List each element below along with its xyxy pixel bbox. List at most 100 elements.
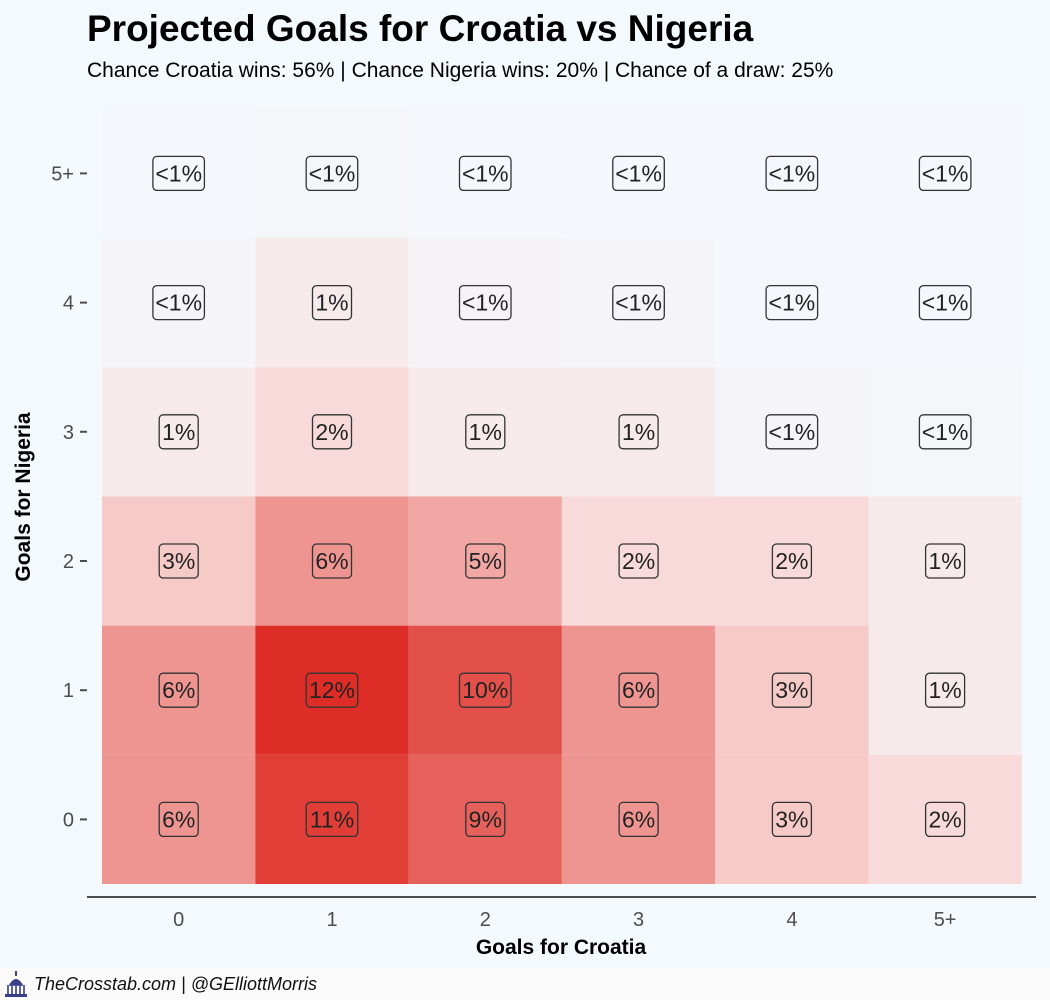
heatmap-cell	[102, 108, 256, 238]
cell-label-text: <1%	[155, 290, 202, 316]
y-tick-label: 3	[63, 422, 74, 444]
cell-label-box	[765, 155, 819, 192]
y-tick-label: 4	[63, 293, 74, 315]
cell-label-box	[458, 672, 512, 708]
cell-label-box	[305, 801, 359, 838]
heatmap-cell	[868, 367, 1022, 497]
cell-label-text: <1%	[769, 160, 816, 186]
cell-label: 5%	[465, 543, 506, 579]
heatmap-cell	[255, 108, 409, 238]
cell-label-box	[158, 801, 199, 838]
cell-label-text: 1%	[162, 419, 195, 445]
cell-labels: 6% 11% 9% 6% 3% 2% 6% 12% 10% 6% 3% 1% 3% 6% 5% 2% 2% 1% 1…	[152, 155, 972, 838]
heatmap-cell	[868, 754, 1022, 884]
cell-label-box	[152, 155, 206, 192]
chart-subtitle: Chance Croatia wins: 56% | Chance Nigeri…	[87, 59, 834, 82]
cell-label-text: 1%	[469, 419, 502, 445]
cell-label-text: 1%	[315, 290, 348, 316]
heatmap-cell	[102, 496, 256, 626]
cell-label-text: <1%	[922, 419, 969, 445]
cell-label: <1%	[458, 284, 512, 321]
cell-label-box	[465, 414, 506, 450]
cell-label-box	[305, 155, 359, 192]
cell-label-text: 2%	[775, 548, 808, 574]
cell-label: <1%	[612, 284, 665, 321]
cell-label-box	[305, 672, 359, 708]
cell-label: 1%	[465, 414, 506, 450]
cell-label-text: <1%	[769, 290, 816, 316]
cell-label-box	[158, 672, 199, 708]
footer: TheCrosstab.com | @GElliottMorris	[0, 968, 1050, 1000]
cell-label-box	[158, 543, 199, 579]
cell-label: 10%	[458, 672, 512, 708]
heatmap-cell	[408, 496, 562, 626]
heatmap-cell	[255, 625, 409, 755]
heatmap-cell	[255, 754, 409, 884]
y-tick-label: 2	[63, 551, 74, 573]
heatmap-cell	[255, 496, 409, 626]
cell-label: 2%	[311, 414, 353, 450]
cell-label: <1%	[918, 155, 972, 192]
cell-label: 6%	[158, 672, 199, 708]
cell-label-text: <1%	[615, 160, 662, 186]
y-tick-label: 1	[63, 680, 74, 702]
cell-label-box	[458, 155, 512, 192]
x-tick-label: 5+	[934, 909, 957, 931]
cell-label-text: 12%	[309, 677, 355, 703]
heatmap-cell	[102, 754, 256, 884]
cell-label-text: 11%	[310, 806, 354, 832]
cell-label: <1%	[765, 155, 819, 192]
cell-label-text: 1%	[622, 419, 655, 445]
heatmap-cell	[715, 625, 869, 755]
cell-label-text: <1%	[769, 419, 816, 445]
heatmap-cell	[715, 108, 869, 238]
cell-label-text: 6%	[315, 548, 348, 574]
cell-label-text: 2%	[315, 419, 348, 445]
cell-label-text: 5%	[469, 548, 502, 574]
cell-label-text: 6%	[162, 677, 195, 703]
y-tick-label: 0	[63, 809, 74, 831]
cell-label: 2%	[618, 543, 659, 579]
cell-label: <1%	[612, 155, 665, 192]
cell-label-text: 6%	[622, 806, 655, 832]
cell-label-text: <1%	[922, 290, 969, 316]
cell-label-text: <1%	[309, 160, 356, 186]
cell-label-box	[618, 801, 659, 838]
heatmap-cell	[102, 238, 256, 368]
cell-label-text: 3%	[775, 806, 808, 832]
heatmap-cell	[868, 108, 1022, 238]
cell-label: 2%	[924, 801, 966, 838]
heatmap-cell	[868, 496, 1022, 626]
cell-label-text: 1%	[928, 677, 961, 703]
cell-label-box	[765, 284, 819, 321]
cell-label: 3%	[158, 543, 199, 579]
cell-label-box	[771, 801, 813, 838]
heatmap-cell	[715, 496, 869, 626]
cell-label-text: 10%	[462, 677, 508, 703]
cell-label: 6%	[618, 801, 659, 838]
heatmap-cell	[561, 496, 716, 626]
axes: 0 1 2 3 4 5+ 0 1 2 3 4 5+	[51, 163, 1036, 931]
cell-label-box	[458, 284, 512, 321]
cell-label: 2%	[771, 543, 813, 579]
x-tick-label: 3	[633, 909, 644, 931]
cell-label: 3%	[771, 801, 813, 838]
cell-label-box	[465, 543, 506, 579]
cell-label-text: <1%	[155, 160, 202, 186]
heatmap-cells	[102, 108, 1022, 884]
x-tick-label: 0	[173, 909, 184, 931]
heatmap-chart: 6% 11% 9% 6% 3% 2%6% 12% 10% 6% 3% 1%3% 6% 5% 2% 2% 1%1…	[12, 108, 1036, 959]
cell-label: <1%	[765, 284, 819, 321]
cell-label: 12%	[305, 672, 359, 708]
cell-label-text: 3%	[162, 548, 195, 574]
capitol-dome-icon	[5, 971, 27, 997]
heatmap-cell	[561, 238, 716, 368]
cell-label-box	[465, 801, 506, 838]
cell-label-box	[918, 284, 972, 321]
cell-label-box	[618, 543, 659, 579]
cell-label-box	[918, 155, 972, 192]
x-tick-label: 1	[326, 909, 337, 931]
heatmap-cell	[715, 754, 869, 884]
cell-label: 1%	[311, 284, 353, 321]
cell-label: 1%	[924, 543, 966, 579]
